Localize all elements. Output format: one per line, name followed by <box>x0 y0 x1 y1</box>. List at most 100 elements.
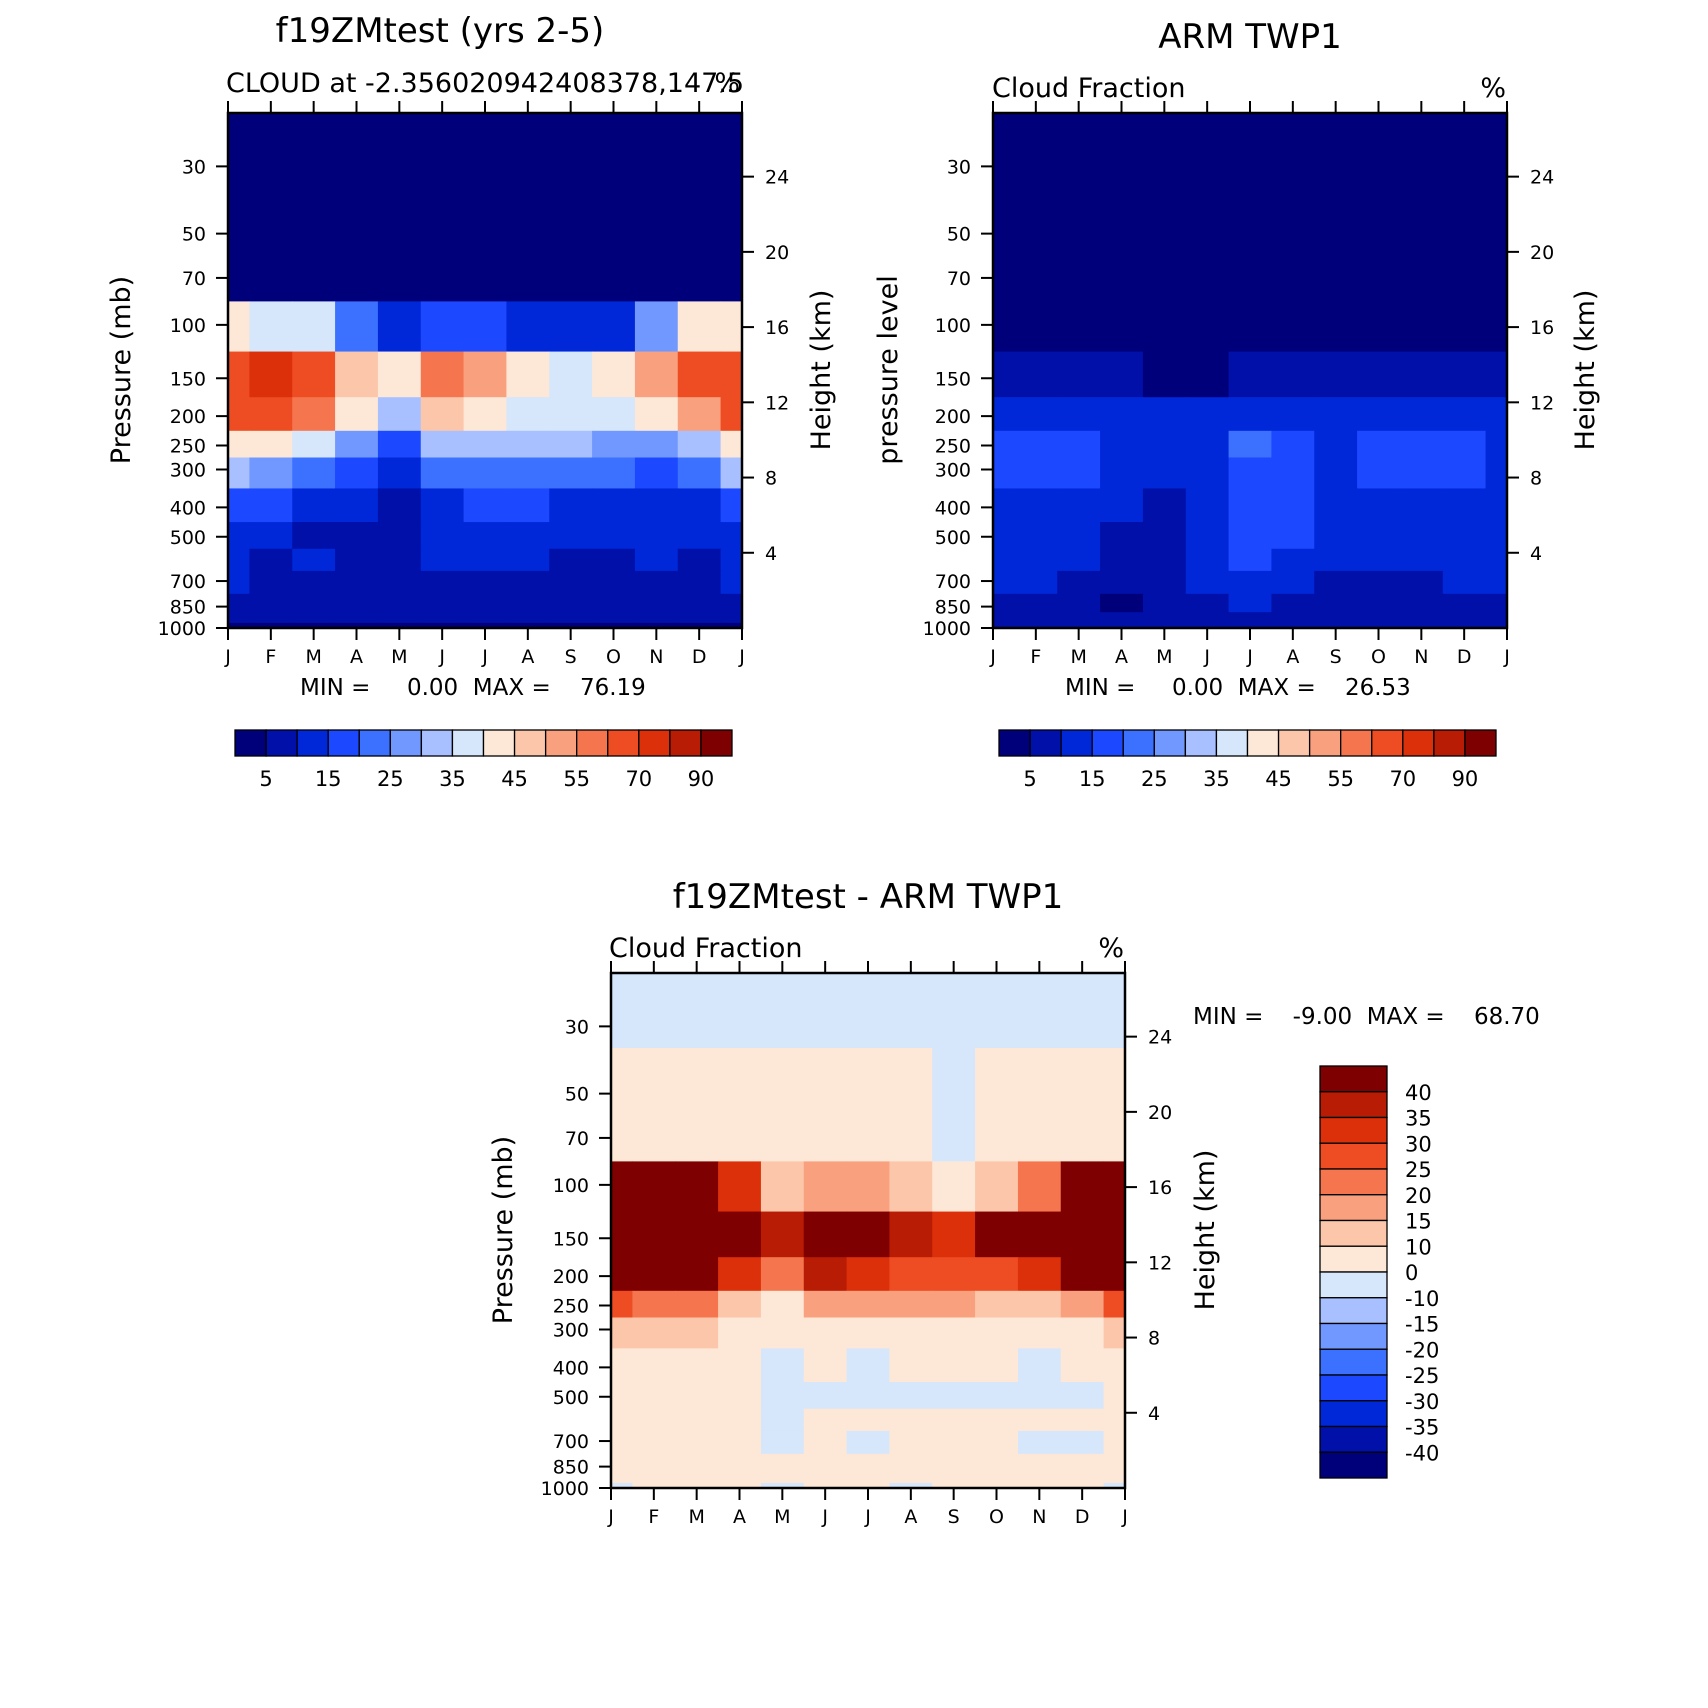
data-cell <box>632 1115 676 1162</box>
data-cell <box>632 1211 676 1258</box>
y-tick-label: 70 <box>565 1128 589 1150</box>
data-cell <box>1442 488 1487 523</box>
x-tick-label: A <box>521 646 534 668</box>
x-tick-label: D <box>692 646 707 668</box>
data-cell <box>1060 1257 1105 1292</box>
colorbar-box <box>1277 729 1311 757</box>
data-cell <box>1228 488 1273 523</box>
colorbar-box <box>1319 1297 1388 1325</box>
colorbar-label: 15 <box>1079 767 1106 791</box>
y-tick-right-label: 16 <box>765 317 789 339</box>
data-cell <box>249 255 293 302</box>
data-cell <box>377 255 422 302</box>
data-cell <box>846 1430 891 1455</box>
data-cell <box>1017 1348 1062 1383</box>
x-tick-label: D <box>1457 646 1472 668</box>
data-cell <box>677 622 722 629</box>
data-cell <box>249 113 293 189</box>
colorbar-box <box>1319 1348 1388 1376</box>
data-cell <box>932 1211 976 1258</box>
data-cell <box>228 622 251 629</box>
panel-diff-minmax: MIN = -9.00 MAX = 68.70 <box>1193 1004 1540 1030</box>
data-cell <box>611 1317 634 1350</box>
data-cell <box>1357 430 1401 459</box>
colorbar-label: 35 <box>1405 1107 1432 1131</box>
colorbar-label: 25 <box>1141 767 1168 791</box>
data-cell <box>549 522 593 550</box>
data-cell <box>1100 397 1144 432</box>
data-cell <box>249 301 293 353</box>
data-cell <box>1399 188 1444 257</box>
data-cell <box>718 1348 762 1383</box>
panel-diff-units: % <box>1098 933 1124 964</box>
x-tick-label: J <box>821 1506 828 1528</box>
data-cell <box>1271 351 1315 398</box>
data-cell <box>975 1317 1019 1350</box>
colorbar-box <box>1029 729 1062 757</box>
data-cell <box>549 430 593 459</box>
data-cell <box>760 973 805 1049</box>
colorbar-box <box>265 729 298 757</box>
data-cell <box>1100 593 1144 613</box>
data-cell <box>420 301 465 353</box>
colorbar-label: 5 <box>259 767 272 791</box>
data-cell <box>1357 593 1401 613</box>
colorbar-box <box>1319 1116 1388 1144</box>
data-cell <box>463 522 508 550</box>
data-cell <box>1357 522 1401 550</box>
data-cell <box>1103 973 1126 1049</box>
data-cell <box>1060 1348 1105 1383</box>
data-cell <box>1228 430 1273 459</box>
data-cell <box>889 1348 933 1383</box>
data-cell <box>611 1048 634 1117</box>
data-cell <box>632 1482 676 1489</box>
x-tick-label: M <box>688 1506 704 1528</box>
y-tick-label: 150 <box>553 1228 589 1250</box>
data-cell <box>889 1317 933 1350</box>
data-cell <box>720 548 743 572</box>
colorbar-box <box>544 729 578 757</box>
data-cell <box>1485 622 1508 629</box>
data-cell <box>677 430 722 459</box>
colorbar-label: -40 <box>1405 1441 1439 1465</box>
data-cell <box>1485 488 1508 523</box>
data-cell <box>993 622 1016 629</box>
data-cell <box>634 593 679 613</box>
data-cell <box>611 1290 634 1319</box>
data-cell <box>549 351 593 398</box>
data-cell <box>720 188 743 257</box>
data-cell <box>592 430 636 459</box>
colorbar-box <box>1319 1194 1388 1222</box>
data-cell <box>1357 188 1401 257</box>
y-tick-label: 250 <box>935 436 971 458</box>
data-cell <box>993 522 1016 550</box>
data-cell <box>846 1317 891 1350</box>
data-cell <box>1228 255 1273 302</box>
data-cell <box>1485 430 1508 459</box>
data-cell <box>1014 570 1058 595</box>
data-cell <box>1442 113 1487 189</box>
colorbar-box <box>451 729 485 757</box>
data-cell <box>677 612 722 624</box>
x-tick-label: F <box>1030 646 1041 668</box>
data-cell <box>1060 1453 1105 1473</box>
data-cell <box>1228 622 1273 629</box>
data-cell <box>993 548 1016 572</box>
data-cell <box>846 1348 891 1383</box>
colorbar-box <box>998 729 1031 757</box>
data-cell <box>611 1453 634 1473</box>
data-cell <box>1103 1430 1126 1455</box>
data-cell <box>1100 488 1144 523</box>
data-cell <box>1185 113 1230 189</box>
data-cell <box>1057 522 1101 550</box>
data-cell <box>1357 301 1401 353</box>
colorbar-label: 35 <box>1203 767 1230 791</box>
y-tick-label: 300 <box>170 460 206 482</box>
data-cell <box>720 351 743 398</box>
data-cell <box>377 522 422 550</box>
y-tick-label: 300 <box>553 1320 589 1342</box>
x-tick-label: J <box>1203 646 1210 668</box>
data-cell <box>611 1408 634 1432</box>
colorbar-box <box>1319 1374 1388 1402</box>
data-cell <box>420 593 465 613</box>
